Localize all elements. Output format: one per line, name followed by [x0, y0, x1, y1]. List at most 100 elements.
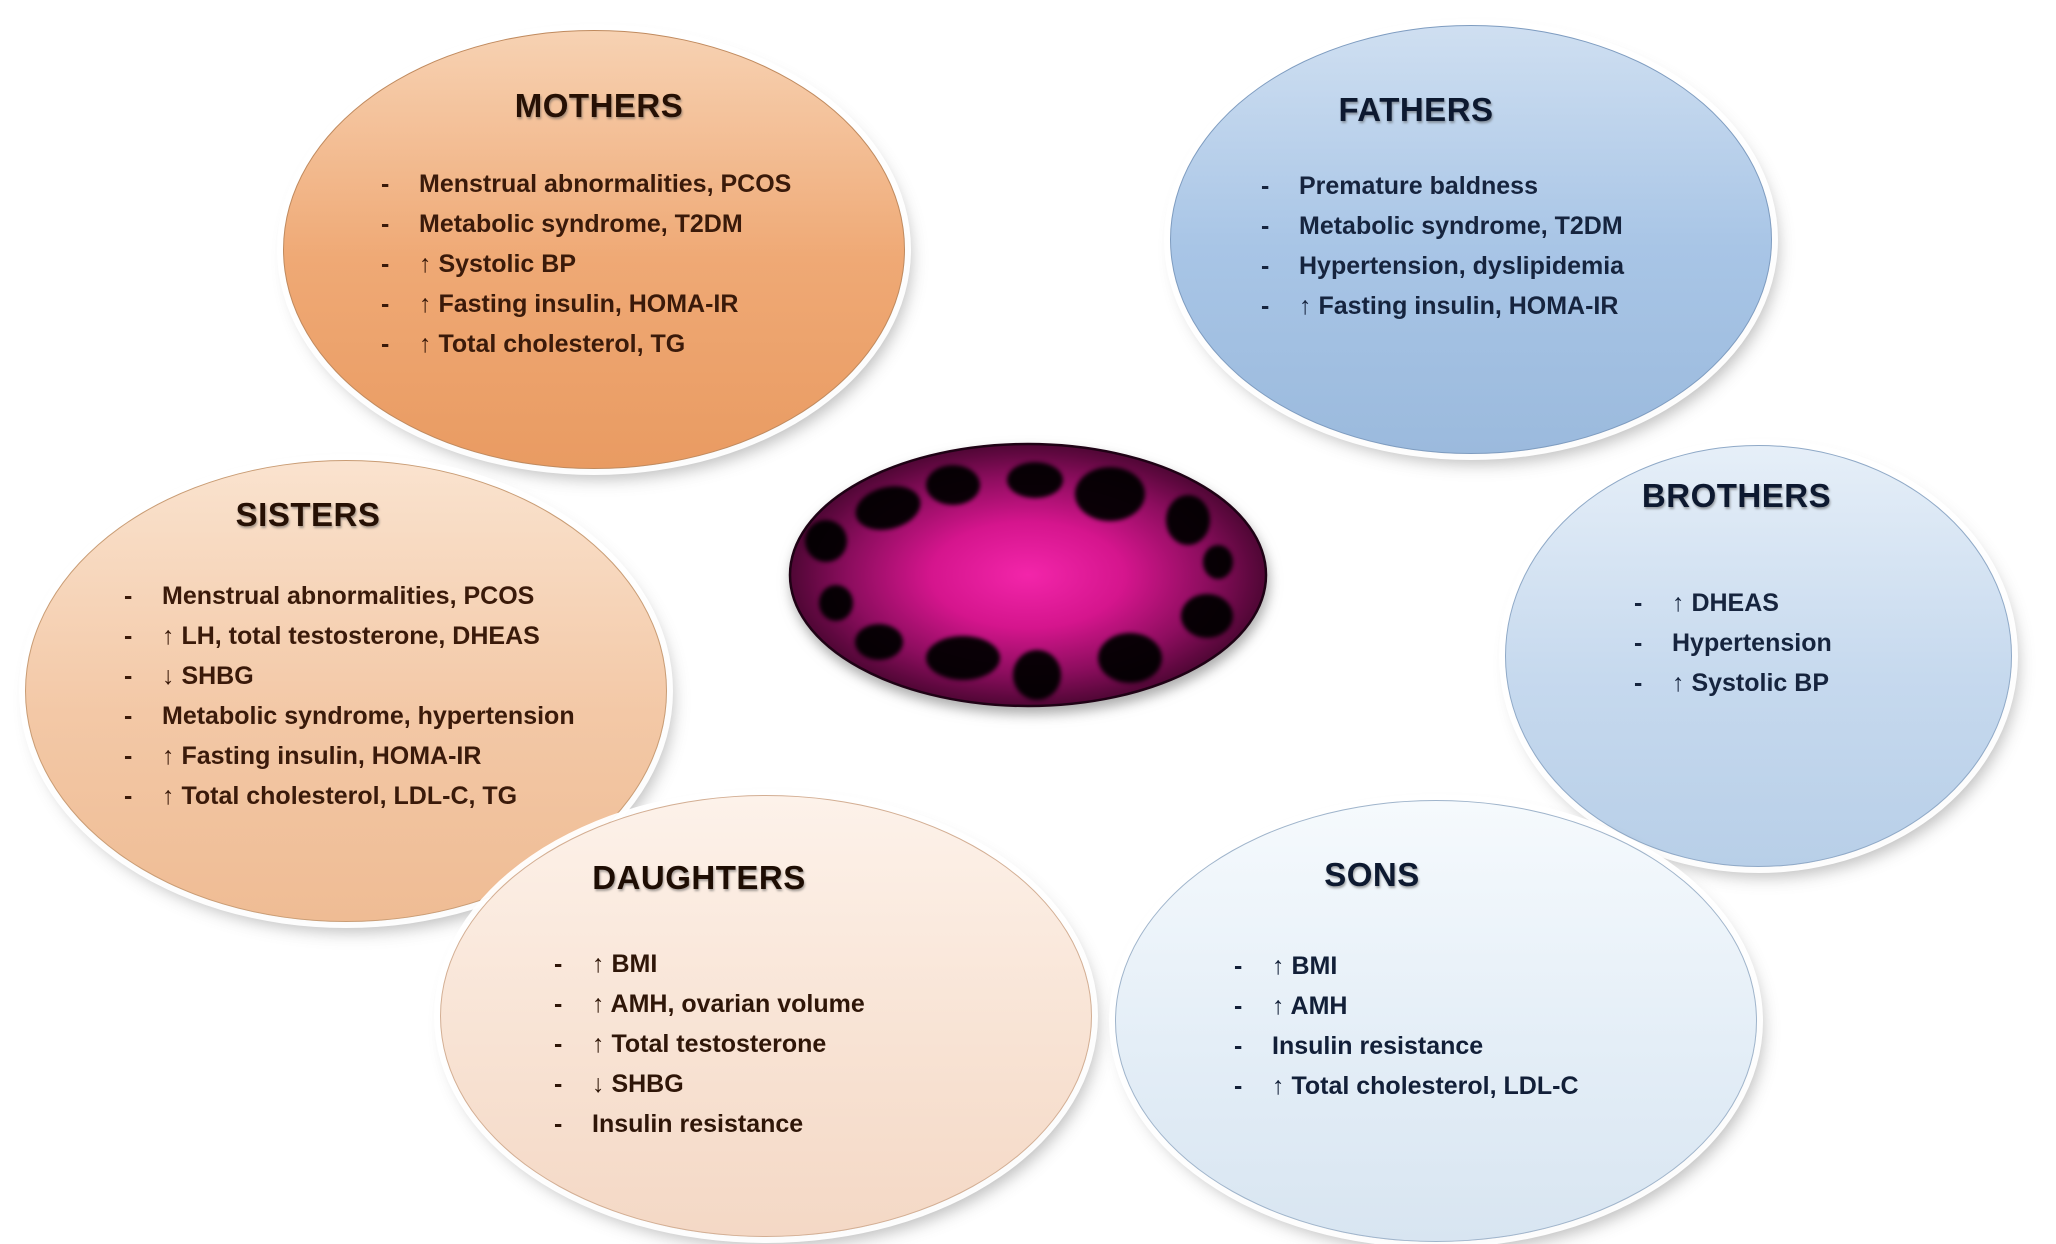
list-item: - ↑ Systolic BP [381, 244, 791, 284]
daughters-ellipse: DAUGHTERS - ↑ BMI - ↑ AMH, ovarian volume - ↑… [440, 795, 1092, 1237]
fathers-ellipse: FATHERS - Premature baldness - Metabolic sy… [1170, 25, 1772, 454]
list-item: - ↑ Total cholesterol, LDL-C [1234, 1066, 1579, 1106]
bullet-dash: - [1634, 629, 1643, 657]
brothers-ellipse: BROTHERS - ↑ DHEAS - Hypertension - ↑ Systoli… [1505, 445, 2012, 867]
list-item-text: Insulin resistance [592, 1110, 804, 1138]
fathers-title: FATHERS [1338, 91, 1494, 128]
list-item-text: ↑ LH, total testosterone, DHEAS [162, 622, 540, 650]
brothers-list: - ↑ DHEAS - Hypertension - ↑ Systolic BP [1634, 583, 1832, 703]
bullet-dash: - [124, 702, 133, 730]
list-item-text: ↑ Total testosterone [592, 1030, 827, 1058]
cyst-spots [805, 462, 1233, 700]
bullet-dash: - [124, 662, 133, 690]
list-item: - Insulin resistance [1234, 1026, 1579, 1066]
list-item: - Insulin resistance [554, 1104, 865, 1144]
list-item-text: ↑ BMI [1272, 952, 1338, 980]
bullet-dash: - [381, 250, 390, 278]
list-item: - Menstrual abnormalities, PCOS [381, 164, 791, 204]
list-item-text: ↑ Fasting insulin, HOMA-IR [419, 290, 739, 318]
mothers-title: MOTHERS [514, 87, 684, 124]
bullet-dash: - [554, 1110, 563, 1138]
list-item: - ↑ BMI [554, 944, 865, 984]
bullet-dash: - [1261, 212, 1270, 240]
sisters-ellipse: SISTERS - Menstrual abnormalities, PCOS - ↑… [25, 460, 667, 922]
list-item: - ↑ Total cholesterol, LDL-C, TG [124, 776, 575, 816]
bullet-dash: - [381, 170, 390, 198]
bullet-dash: - [554, 1070, 563, 1098]
list-item-text: ↑ AMH, ovarian volume [592, 990, 865, 1018]
list-item: - ↑ Total cholesterol, TG [381, 324, 791, 364]
list-item-text: Hypertension, dyslipidemia [1299, 252, 1625, 280]
sons-list: - ↑ BMI - ↑ AMH - Insulin resistance - ↑ Total … [1234, 946, 1579, 1106]
bullet-dash: - [124, 742, 133, 770]
bullet-dash: - [1634, 589, 1643, 617]
bullet-dash: - [124, 582, 133, 610]
mothers-list: - Menstrual abnormalities, PCOS - Metabolic… [381, 164, 791, 364]
list-item: - ↑ Fasting insulin, HOMA-IR [381, 284, 791, 324]
bullet-dash: - [381, 330, 390, 358]
list-item: - ↑ DHEAS [1634, 583, 1832, 623]
list-item-text: Metabolic syndrome, hypertension [162, 702, 575, 730]
list-item-text: Metabolic syndrome, T2DM [1299, 212, 1623, 240]
list-item: - ↓ SHBG [554, 1064, 865, 1104]
list-item: - ↑ BMI [1234, 946, 1579, 986]
list-item-text: ↑ BMI [592, 950, 658, 978]
list-item-text: ↑ Fasting insulin, HOMA-IR [1299, 292, 1619, 320]
polycystic-ovary-illustration [788, 442, 1268, 708]
bullet-dash: - [381, 210, 390, 238]
list-item-text: ↑ Systolic BP [1672, 669, 1829, 697]
bullet-dash: - [1234, 1072, 1243, 1100]
list-item: - Premature baldness [1261, 166, 1624, 206]
list-item-text: ↑ DHEAS [1672, 589, 1779, 617]
sisters-list: - Menstrual abnormalities, PCOS - ↑ LH, tot… [124, 576, 575, 816]
list-item: - Hypertension [1634, 623, 1832, 663]
list-item-text: Menstrual abnormalities, PCOS [162, 582, 535, 610]
list-item-text: Insulin resistance [1272, 1032, 1484, 1060]
bullet-dash: - [1634, 669, 1643, 697]
list-item-text: ↑ Total cholesterol, LDL-C [1272, 1072, 1579, 1100]
list-item: - Metabolic syndrome, T2DM [1261, 206, 1624, 246]
list-item-text: Metabolic syndrome, T2DM [419, 210, 743, 238]
bullet-dash: - [1234, 992, 1243, 1020]
bullet-dash: - [554, 1030, 563, 1058]
bullet-dash: - [1261, 172, 1270, 200]
sons-title: SONS [1324, 856, 1420, 893]
list-item: - ↑ Systolic BP [1634, 663, 1832, 703]
bullet-dash: - [1261, 252, 1270, 280]
bullet-dash: - [381, 290, 390, 318]
fathers-list: - Premature baldness - Metabolic syndrome, … [1261, 166, 1624, 326]
list-item: - Metabolic syndrome, T2DM [381, 204, 791, 244]
list-item: - ↑ Total testosterone [554, 1024, 865, 1064]
list-item-text: Hypertension [1672, 629, 1832, 657]
bullet-dash: - [1261, 292, 1270, 320]
mothers-ellipse: MOTHERS - Menstrual abnormalities, PCOS - M… [283, 30, 905, 469]
daughters-title: DAUGHTERS [592, 859, 806, 896]
list-item: - Menstrual abnormalities, PCOS [124, 576, 575, 616]
list-item-text: ↓ SHBG [592, 1070, 684, 1098]
bullet-dash: - [1234, 1032, 1243, 1060]
list-item: - ↓ SHBG [124, 656, 575, 696]
list-item-text: ↑ Total cholesterol, TG [419, 330, 686, 358]
list-item: - ↑ Fasting insulin, HOMA-IR [124, 736, 575, 776]
bullet-dash: - [554, 950, 563, 978]
daughters-list: - ↑ BMI - ↑ AMH, ovarian volume - ↑ Total tes… [554, 944, 865, 1144]
list-item: - Metabolic syndrome, hypertension [124, 696, 575, 736]
bullet-dash: - [124, 782, 133, 810]
sisters-title: SISTERS [235, 496, 381, 533]
list-item: - ↑ AMH, ovarian volume [554, 984, 865, 1024]
bullet-dash: - [124, 622, 133, 650]
bullet-dash: - [554, 990, 563, 1018]
list-item-text: ↑ Systolic BP [419, 250, 576, 278]
list-item-text: Menstrual abnormalities, PCOS [419, 170, 792, 198]
list-item-text: ↑ Total cholesterol, LDL-C, TG [162, 782, 518, 810]
list-item: - ↑ LH, total testosterone, DHEAS [124, 616, 575, 656]
list-item-text: ↑ Fasting insulin, HOMA-IR [162, 742, 482, 770]
brothers-title: BROTHERS [1641, 477, 1832, 514]
list-item-text: Premature baldness [1299, 172, 1538, 200]
polycystic-ovary-icon [788, 442, 1268, 708]
list-item-text: ↑ AMH [1272, 992, 1348, 1020]
bullet-dash: - [1234, 952, 1243, 980]
list-item-text: ↓ SHBG [162, 662, 254, 690]
list-item: - ↑ AMH [1234, 986, 1579, 1026]
